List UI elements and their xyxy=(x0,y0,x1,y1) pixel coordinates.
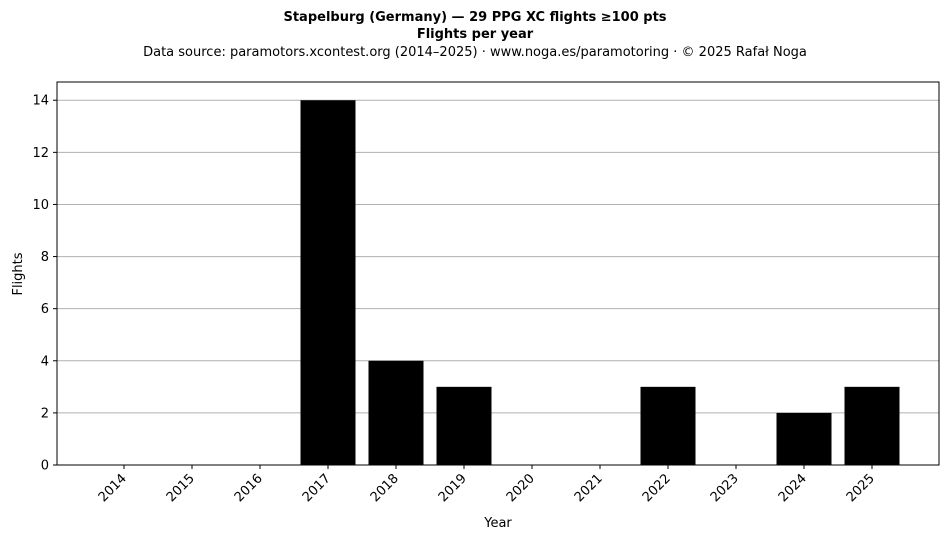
x-axis-ticks: 2014 2015 2016 2017 2018 2019 2020 2021 2022 2023… xyxy=(96,465,878,505)
x-tick-label: 2018 xyxy=(368,471,402,505)
bar-2018 xyxy=(368,360,424,465)
x-tick-label: 2021 xyxy=(572,471,606,505)
bar-2025 xyxy=(844,386,900,465)
y-axis-label: Flights xyxy=(11,252,26,295)
x-tick-label: 2023 xyxy=(708,471,742,505)
bar-2017 xyxy=(300,100,356,465)
chart-source-line: Data source: paramotors.xcontest.org (20… xyxy=(143,45,807,60)
x-tick-label: 2015 xyxy=(164,471,198,505)
y-tick-label: 4 xyxy=(41,354,49,369)
plot-area-frame xyxy=(56,81,940,466)
bar-2019 xyxy=(436,386,492,465)
y-tick-label: 14 xyxy=(32,94,49,109)
y-tick-label: 12 xyxy=(32,146,49,161)
chart-title: Stapelburg (Germany) — 29 PPG XC flights… xyxy=(283,10,666,25)
x-tick-label: 2014 xyxy=(96,471,130,505)
x-tick-label: 2019 xyxy=(436,471,470,505)
bar-2022 xyxy=(640,386,696,465)
chart-subtitle: Flights per year xyxy=(417,27,534,42)
x-tick-label: 2020 xyxy=(504,471,538,505)
y-tick-label: 6 xyxy=(41,302,49,317)
bar-2024 xyxy=(776,412,832,465)
bars xyxy=(300,100,900,465)
x-axis-label: Year xyxy=(483,516,512,531)
grid-lines xyxy=(57,99,939,414)
x-tick-label: 2025 xyxy=(844,471,878,505)
x-tick-label: 2022 xyxy=(640,471,674,505)
y-tick-label: 8 xyxy=(41,250,49,265)
x-tick-label: 2017 xyxy=(300,471,334,505)
y-tick-label: 0 xyxy=(41,459,49,474)
y-axis-ticks: 0 2 4 6 8 10 12 14 xyxy=(32,94,57,474)
y-tick-label: 10 xyxy=(32,198,49,213)
x-tick-label: 2024 xyxy=(776,471,810,505)
x-tick-label: 2016 xyxy=(232,471,266,505)
y-tick-label: 2 xyxy=(41,406,49,421)
